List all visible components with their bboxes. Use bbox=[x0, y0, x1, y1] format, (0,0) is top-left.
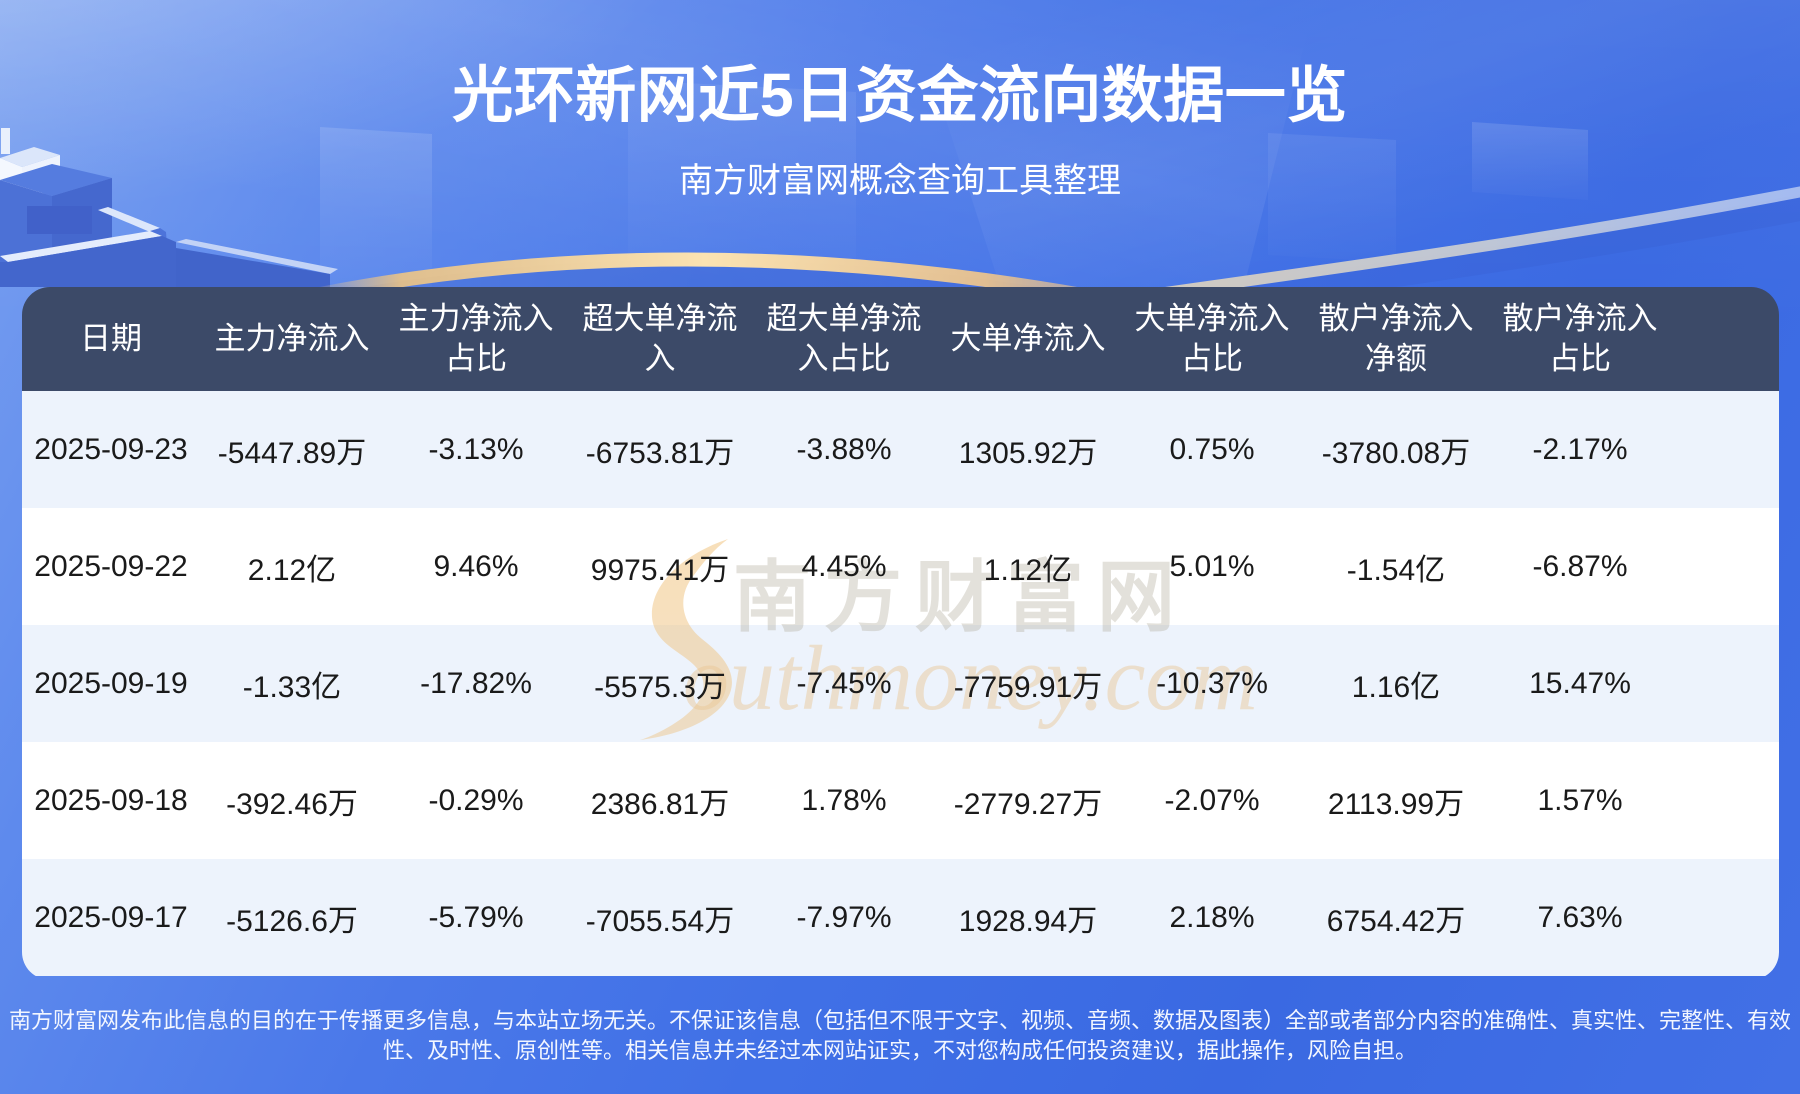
table-cell: -7759.91万 bbox=[953, 670, 1103, 704]
table-cell: -5.79% bbox=[428, 900, 524, 934]
table-cell: 7.63% bbox=[1537, 900, 1623, 934]
table-cell: -2779.27万 bbox=[953, 787, 1103, 821]
table-header-cell: 大单净流入占比 bbox=[1134, 301, 1290, 376]
table-header-cell: 散户净流入净额 bbox=[1318, 301, 1474, 376]
glass-pane bbox=[1268, 133, 1396, 262]
table-header-cell: 超大单净流入 bbox=[582, 301, 738, 376]
table-cell: -7.97% bbox=[796, 900, 892, 934]
table-cell: 1.57% bbox=[1537, 783, 1623, 817]
fund-flow-table: 日期 主力净流入 主力净流入占比 超大单净流入 超大单净流入占比 大单净流入 大… bbox=[22, 287, 1779, 980]
table-cell: 2025-09-23 bbox=[34, 432, 188, 466]
table-row: 2025-09-22 2.12亿 9.46% 9975.41万 4.45% 1.… bbox=[22, 508, 1779, 625]
glass-pane bbox=[1472, 122, 1588, 200]
table-cell: 2025-09-18 bbox=[34, 783, 188, 817]
table-cell: -5126.6万 bbox=[226, 904, 358, 938]
table-cell: -1.33亿 bbox=[242, 670, 342, 704]
table-cell: 1305.92万 bbox=[958, 436, 1098, 470]
table-cell: -6753.81万 bbox=[585, 436, 735, 470]
gold-arc bbox=[298, 252, 1112, 306]
table-cell: 2025-09-17 bbox=[34, 900, 188, 934]
table-cell: 6754.42万 bbox=[1326, 904, 1466, 938]
table-cell: -5447.89万 bbox=[217, 436, 367, 470]
table-cell: -3.13% bbox=[428, 432, 524, 466]
table-cell: 1.12亿 bbox=[983, 553, 1073, 587]
disclaimer: 南方财富网发布此信息的目的在于传播更多信息，与本站立场无关。不保证该信息（包括但… bbox=[8, 1008, 1791, 1063]
silver-swoosh bbox=[1134, 186, 1800, 302]
table-cell: -0.29% bbox=[428, 783, 524, 817]
table-cell: -1.54亿 bbox=[1346, 553, 1446, 587]
table-cell: -2.17% bbox=[1532, 432, 1628, 466]
table-row: 2025-09-23 -5447.89万 -3.13% -6753.81万 -3… bbox=[22, 391, 1779, 508]
building-blocks-illustration bbox=[0, 128, 338, 287]
table-header-cell: 散户净流入占比 bbox=[1502, 301, 1658, 376]
table-header-cell: 主力净流入 bbox=[214, 321, 370, 356]
table-cell: -7.45% bbox=[796, 666, 892, 700]
table-row: 2025-09-17 -5126.6万 -5.79% -7055.54万 -7.… bbox=[22, 859, 1779, 976]
table-cell: 4.45% bbox=[801, 549, 887, 583]
table-cell: 2025-09-19 bbox=[34, 666, 188, 700]
table-cell: -3.88% bbox=[796, 432, 892, 466]
table-cell: -392.46万 bbox=[226, 787, 358, 821]
page-title: 光环新网近5日资金流向数据一览 bbox=[452, 61, 1348, 129]
page-subtitle: 南方财富网概念查询工具整理 bbox=[679, 162, 1121, 200]
table-cell: 2.18% bbox=[1169, 900, 1255, 934]
table-cell: -3780.08万 bbox=[1321, 436, 1471, 470]
glass-pane bbox=[320, 127, 432, 290]
table-cell: 2386.81万 bbox=[590, 787, 730, 821]
table-cell: -7055.54万 bbox=[585, 904, 735, 938]
table-cell: 9975.41万 bbox=[590, 553, 730, 587]
table-header-cell: 大单净流入 bbox=[950, 321, 1106, 356]
table-row: 2025-09-18 -392.46万 -0.29% 2386.81万 1.78… bbox=[22, 742, 1779, 859]
table-cell: -10.37% bbox=[1156, 666, 1268, 700]
table-cell: 2025-09-22 bbox=[34, 549, 188, 583]
table-cell: 1928.94万 bbox=[958, 904, 1098, 938]
table-cell: 1.16亿 bbox=[1351, 670, 1441, 704]
table-cell: 5.01% bbox=[1169, 549, 1255, 583]
table-cell: 15.47% bbox=[1529, 666, 1631, 700]
table-cell: 2113.99万 bbox=[1327, 787, 1465, 821]
table-cell: 1.78% bbox=[801, 783, 887, 817]
table-header-cell: 主力净流入占比 bbox=[398, 301, 554, 376]
table-cell: 2.12亿 bbox=[247, 553, 337, 587]
table-cell: -17.82% bbox=[420, 666, 532, 700]
table-cell: -6.87% bbox=[1532, 549, 1628, 583]
table-cell: -5575.3万 bbox=[594, 670, 726, 704]
glass-pane bbox=[628, 80, 856, 265]
table-header-row: 日期 主力净流入 主力净流入占比 超大单净流入 超大单净流入占比 大单净流入 大… bbox=[22, 287, 1779, 391]
table-header-cell: 超大单净流入占比 bbox=[766, 301, 922, 376]
table-row: 2025-09-19 -1.33亿 -17.82% -5575.3万 -7.45… bbox=[22, 625, 1779, 742]
table-header-cell: 日期 bbox=[80, 321, 142, 356]
table-cell: 0.75% bbox=[1169, 432, 1255, 466]
table-cell: 9.46% bbox=[433, 549, 519, 583]
table-cell: -2.07% bbox=[1164, 783, 1260, 817]
